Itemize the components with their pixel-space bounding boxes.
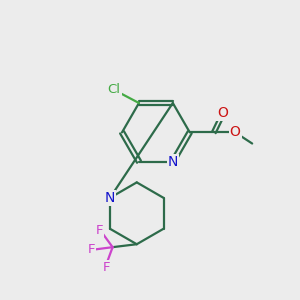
Text: N: N: [105, 191, 115, 205]
Text: Cl: Cl: [108, 83, 121, 96]
Text: O: O: [230, 125, 241, 139]
Text: O: O: [217, 106, 228, 120]
Text: F: F: [102, 261, 110, 274]
Text: F: F: [88, 243, 95, 256]
Text: N: N: [168, 155, 178, 169]
Text: F: F: [95, 224, 103, 237]
